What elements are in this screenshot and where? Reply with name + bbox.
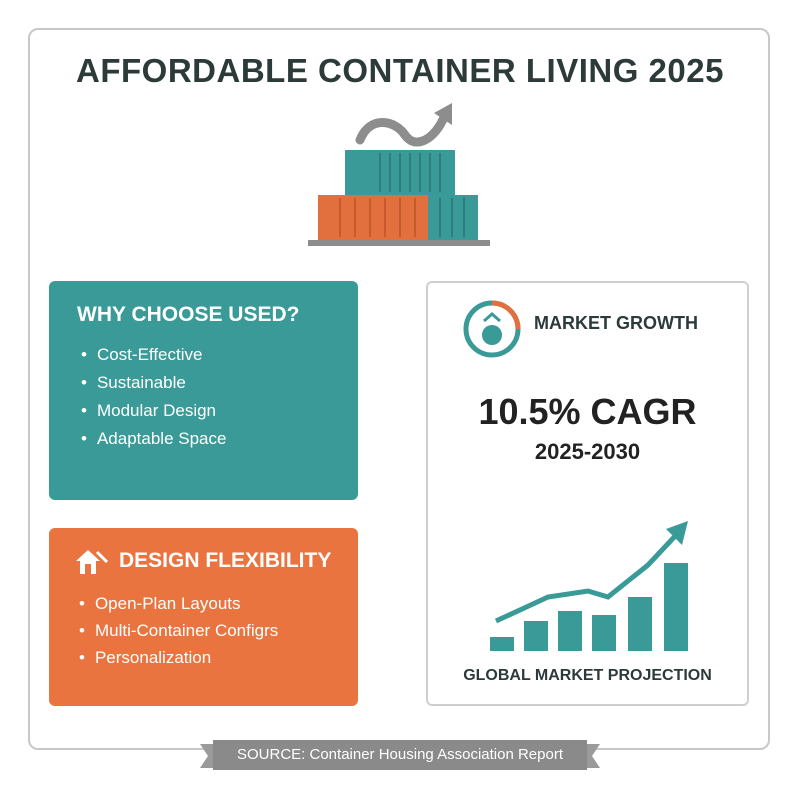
source-ribbon	[200, 740, 600, 770]
period: 2025-2030	[534, 439, 641, 464]
title: AFFORDABLE CONTAINER LIVING 2025	[76, 52, 724, 89]
list-item: Multi-Container Configrs	[79, 617, 334, 644]
design-list: Open-Plan LayoutsMulti-Container Configr…	[73, 590, 334, 671]
growth-icon	[463, 300, 521, 358]
house-icon	[76, 550, 109, 574]
market-title: MARKET GROWTH	[534, 313, 698, 333]
source: SOURCE: Container Housing Association Re…	[237, 746, 563, 763]
cagr-stat: 10.5% CAGR	[478, 391, 697, 432]
card-title: WHY CHOOSE USED?	[77, 303, 300, 326]
container-illustration	[308, 103, 490, 246]
list-item: Sustainable	[81, 369, 330, 397]
card-heading: DESIGN FLEXIBILITY	[73, 546, 334, 576]
why-used-list: Cost-EffectiveSustainableModular DesignA…	[77, 341, 330, 453]
card-title: DESIGN FLEXIBILITY	[119, 549, 332, 572]
market-card: MARKET GROWTH 10.5% CAGR 2025-2030 GLOBA…	[426, 281, 749, 706]
chart-caption: GLOBAL MARKET PROJECTION	[463, 667, 712, 684]
list-item: Modular Design	[81, 397, 330, 425]
list-item: Adaptable Space	[81, 425, 330, 453]
why-used-card: WHY CHOOSE USED? Cost-EffectiveSustainab…	[49, 281, 358, 500]
projection-illustration	[490, 521, 688, 651]
list-item: Personalization	[79, 644, 334, 671]
list-item: Cost-Effective	[81, 341, 330, 369]
list-item: Open-Plan Layouts	[79, 590, 334, 617]
design-card: DESIGN FLEXIBILITY Open-Plan LayoutsMult…	[49, 528, 358, 706]
